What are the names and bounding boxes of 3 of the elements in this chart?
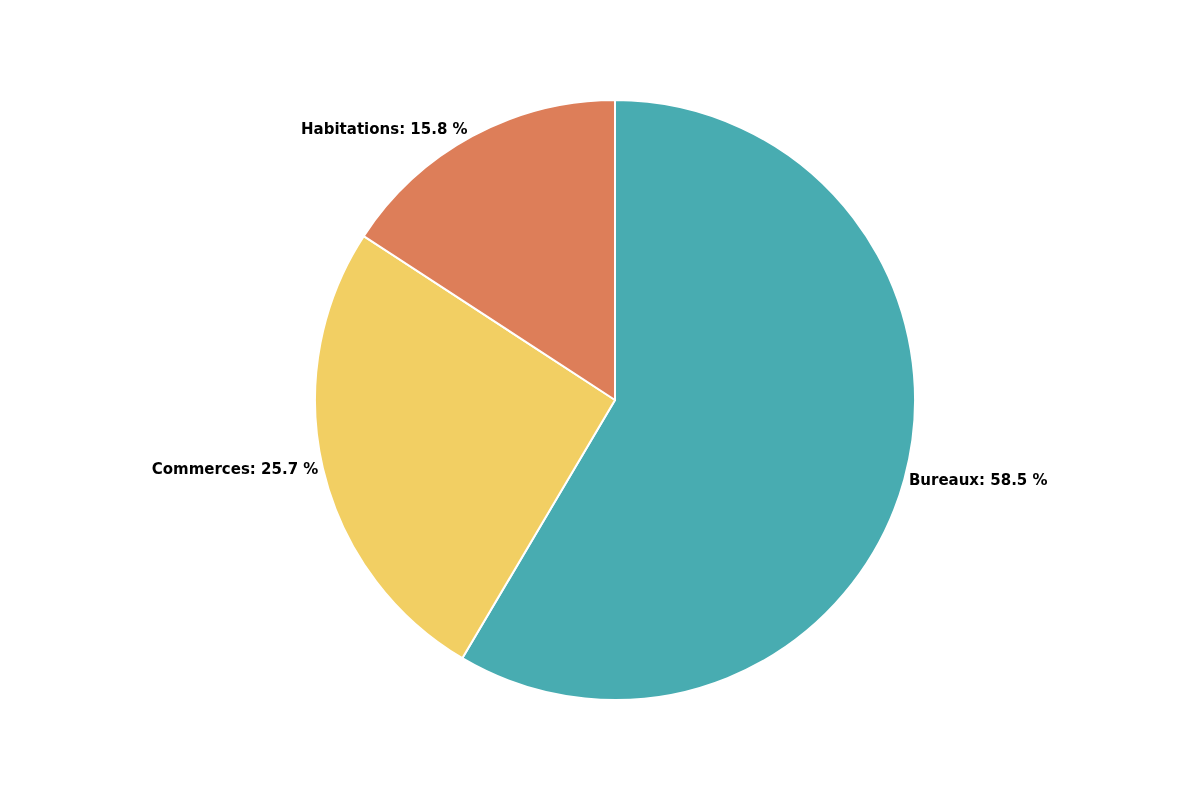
slice-label: Habitations: 15.8 % — [301, 120, 468, 139]
slice-label: Commerces: 25.7 % — [151, 459, 319, 478]
slice-label: Bureaux: 58.5 % — [908, 470, 1048, 489]
